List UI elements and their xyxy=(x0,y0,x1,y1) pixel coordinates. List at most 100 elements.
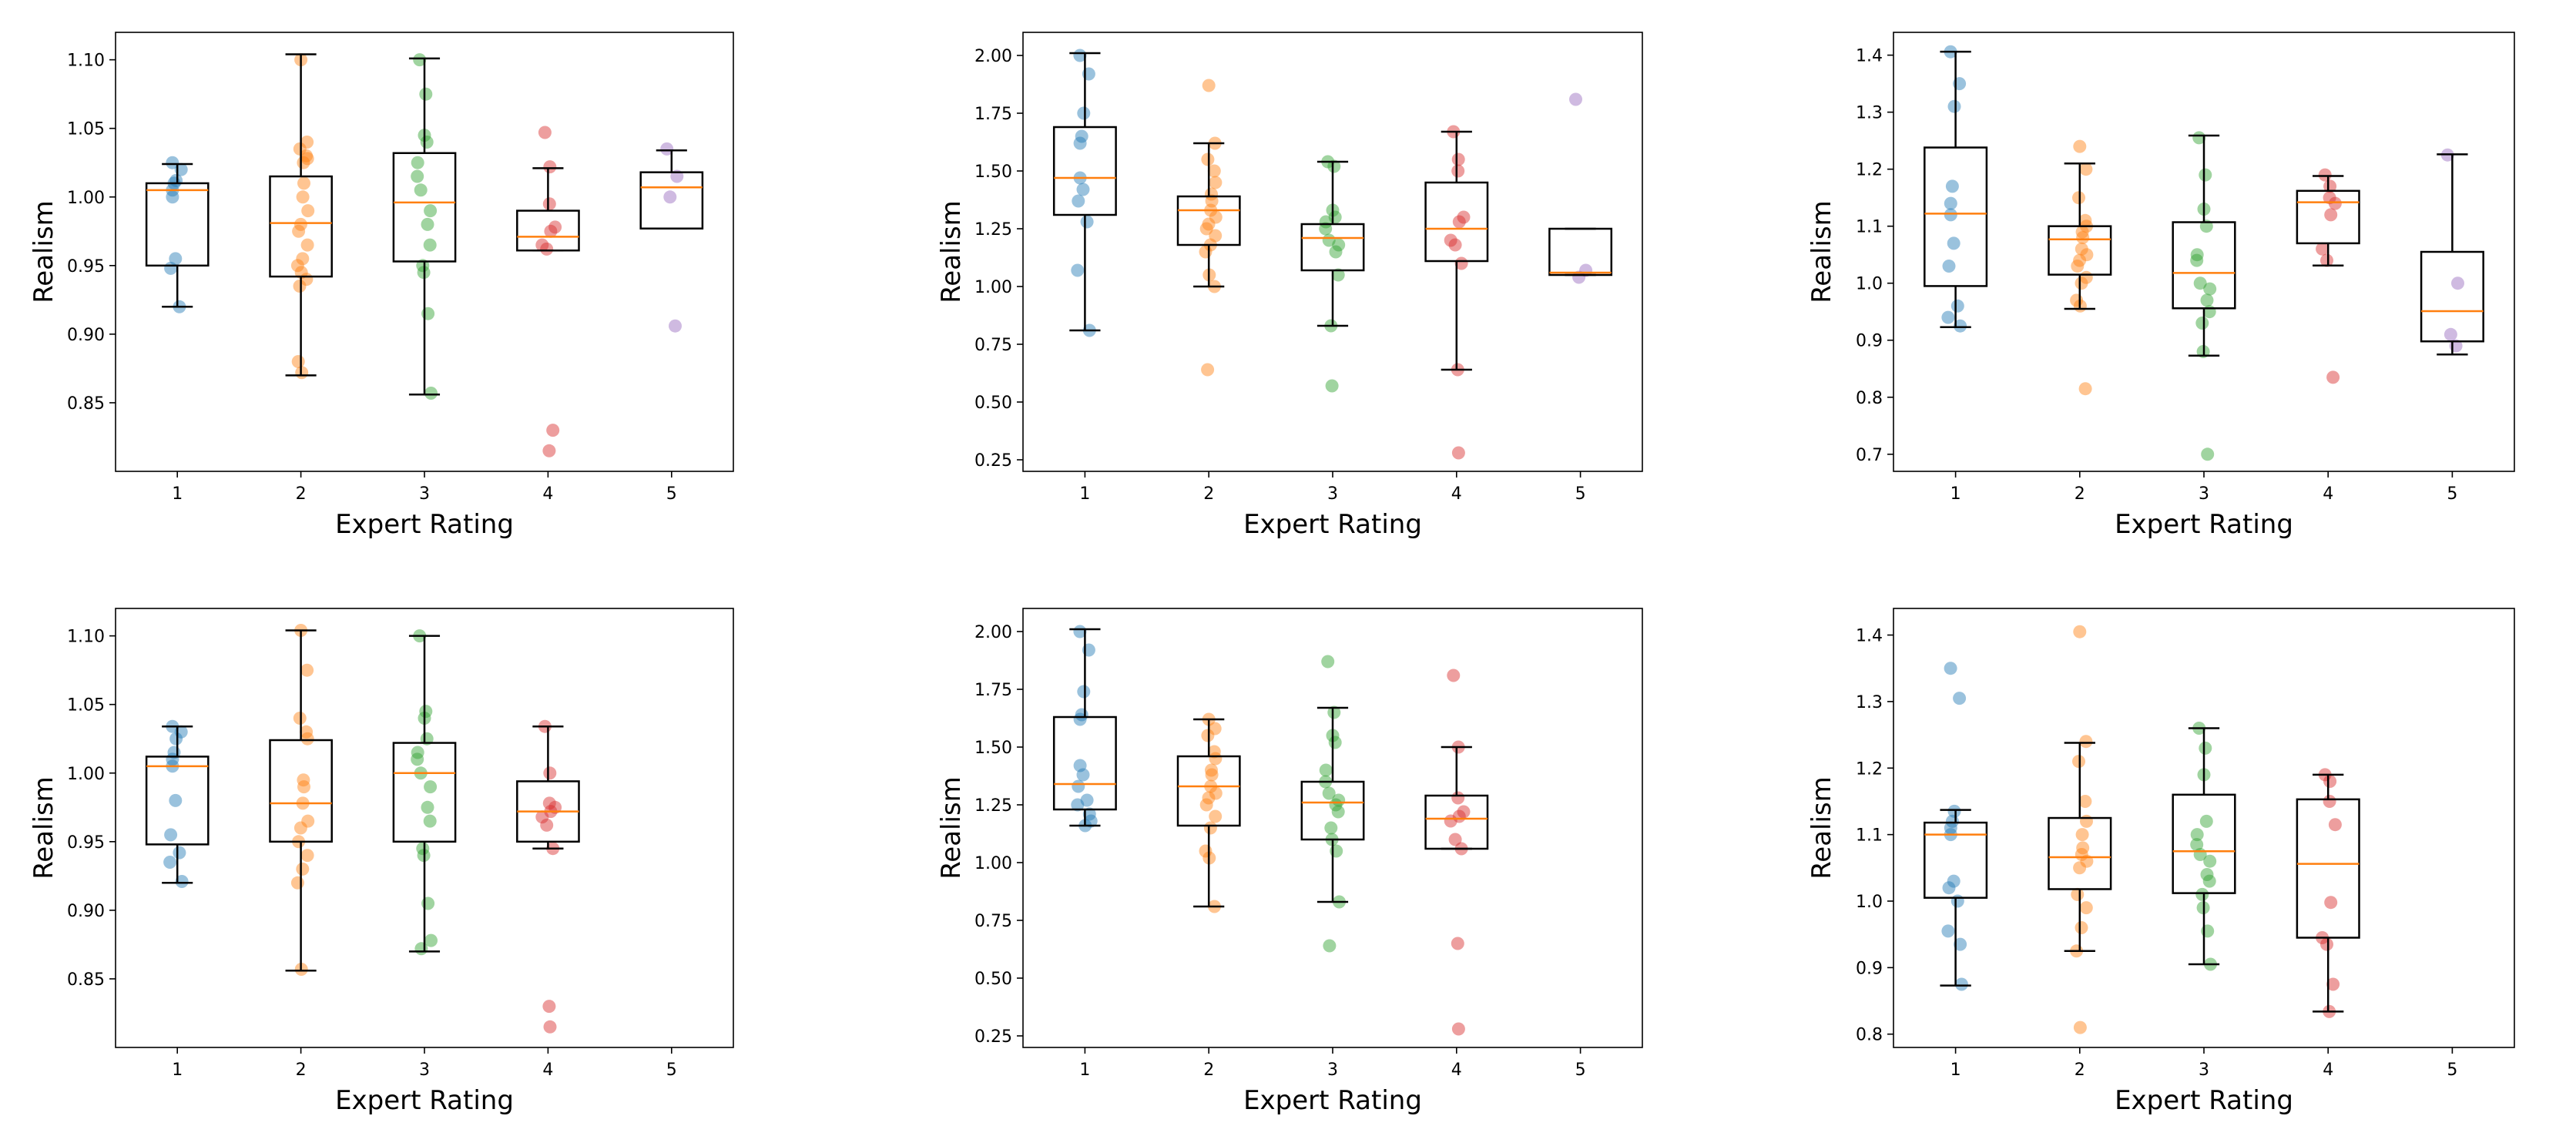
data-point xyxy=(300,732,314,746)
data-point xyxy=(1941,310,1955,324)
data-point xyxy=(1448,833,1462,846)
data-point xyxy=(2075,921,2088,934)
data-point xyxy=(2072,755,2085,769)
box-body xyxy=(269,175,333,278)
data-point xyxy=(290,876,304,890)
data-point xyxy=(2078,213,2092,227)
data-point xyxy=(2072,191,2085,205)
box-5 xyxy=(2420,153,2484,356)
data-point xyxy=(1332,238,1346,252)
data-point xyxy=(2326,370,2340,384)
data-point xyxy=(1451,446,1465,460)
data-point xyxy=(1447,669,1461,682)
data-point xyxy=(293,142,307,156)
data-point xyxy=(2451,276,2464,290)
data-point xyxy=(1207,745,1221,759)
x-tick-label: 2 xyxy=(1203,484,1214,504)
box-1 xyxy=(145,725,210,884)
data-point xyxy=(300,136,314,149)
box-1 xyxy=(1052,628,1117,827)
x-tick-label: 1 xyxy=(172,484,183,504)
data-point xyxy=(293,712,307,725)
x-tick-label: 3 xyxy=(1327,484,1338,504)
box-3 xyxy=(1300,160,1365,327)
data-point xyxy=(301,814,315,828)
data-point xyxy=(1444,814,1457,828)
x-tick-label: 1 xyxy=(1950,1061,1961,1080)
box-4 xyxy=(516,167,580,252)
data-point xyxy=(292,224,306,238)
data-point xyxy=(293,280,307,293)
data-point xyxy=(1942,881,1956,895)
x-tick-label: 5 xyxy=(2447,1061,2457,1080)
data-point xyxy=(1201,152,1215,166)
x-axis-label: Expert Rating xyxy=(2115,509,2293,540)
data-point xyxy=(1944,662,1957,675)
data-point xyxy=(164,261,178,275)
data-point xyxy=(1080,215,1094,229)
data-point xyxy=(1202,217,1216,231)
box-body xyxy=(1052,715,1117,811)
box-3 xyxy=(2172,727,2236,966)
y-tick-label: 0.85 xyxy=(67,394,105,414)
box-body xyxy=(1300,780,1365,841)
y-tick-label: 1.00 xyxy=(974,854,1012,873)
data-point xyxy=(166,190,179,204)
data-point xyxy=(2193,276,2207,290)
data-point xyxy=(1457,210,1471,224)
data-point xyxy=(411,746,424,759)
data-point xyxy=(542,197,556,211)
box-body xyxy=(392,152,457,263)
data-point xyxy=(424,780,438,794)
box-3 xyxy=(392,57,457,396)
data-point xyxy=(300,849,314,863)
data-point xyxy=(1451,791,1465,805)
data-point xyxy=(1324,821,1338,835)
data-point xyxy=(2199,814,2213,828)
data-point xyxy=(1209,210,1223,224)
box-body xyxy=(1176,755,1241,827)
data-point xyxy=(1076,768,1090,782)
data-point xyxy=(169,793,183,807)
box-2 xyxy=(2048,163,2112,310)
box-body xyxy=(2172,793,2236,894)
box-body xyxy=(1176,195,1241,246)
y-axis-label: Realism xyxy=(29,776,59,880)
data-point xyxy=(1947,804,1961,818)
data-point xyxy=(669,319,682,333)
data-point xyxy=(1205,763,1218,777)
data-point xyxy=(2075,828,2089,842)
y-tick-label: 0.75 xyxy=(974,336,1012,355)
data-point xyxy=(2195,317,2209,330)
box-3 xyxy=(2172,134,2236,357)
chart-panel-6: 0.8 0.9 1.0 1.1 1.2 1.3 1.4 1 2 3 4 5 Expert Rating R… xyxy=(1806,608,2515,1116)
data-point xyxy=(1207,164,1221,178)
data-point xyxy=(1209,786,1223,800)
data-point xyxy=(2326,977,2340,991)
y-axis-label: Realism xyxy=(936,200,967,303)
data-point xyxy=(1072,194,1085,208)
x-axis-label: Expert Rating xyxy=(1243,1085,1422,1116)
data-point xyxy=(1941,924,1955,938)
chart-panel-2: 0.25 0.50 0.75 1.00 1.25 1.50 1.75 2.00 1 2 3 4 5 Exp… xyxy=(936,32,1643,540)
y-tick-label: 0.9 xyxy=(1856,959,1883,978)
x-tick-label: 5 xyxy=(2447,484,2457,504)
x-axis-label: Expert Rating xyxy=(1243,509,1422,540)
box-2 xyxy=(269,53,333,377)
y-axis-label: Realism xyxy=(936,776,967,880)
data-point xyxy=(543,1020,557,1034)
y-tick-label: 1.1 xyxy=(1856,826,1883,846)
data-point xyxy=(2444,327,2457,341)
box-body xyxy=(1424,794,1489,850)
data-point xyxy=(296,252,310,266)
data-point xyxy=(1209,176,1223,189)
data-point xyxy=(663,190,677,204)
y-tick-label: 1.10 xyxy=(67,628,105,647)
data-point xyxy=(660,142,674,156)
data-point xyxy=(1954,319,1967,333)
data-point xyxy=(423,814,437,828)
box-body xyxy=(1424,181,1489,263)
data-point xyxy=(414,183,428,197)
data-point xyxy=(297,780,310,794)
